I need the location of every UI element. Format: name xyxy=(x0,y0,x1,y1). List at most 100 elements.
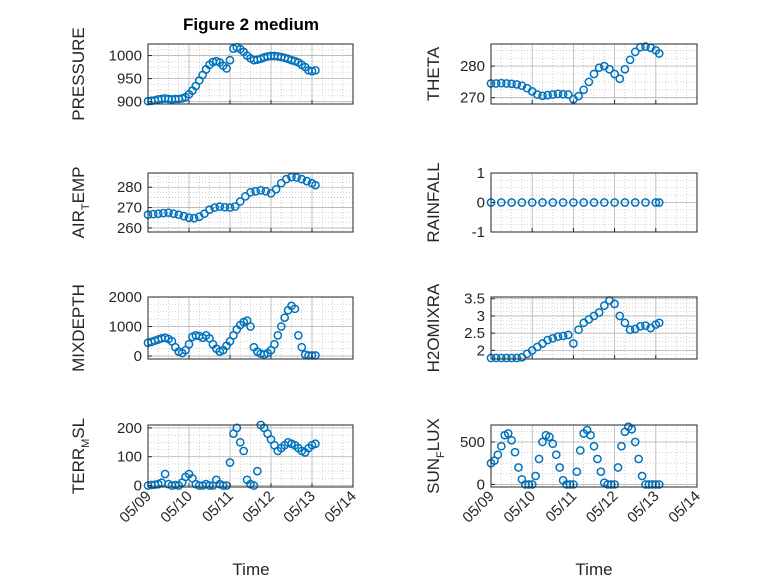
data-point xyxy=(282,174,291,184)
data-point xyxy=(574,91,583,101)
y-tick-label: 200 xyxy=(117,420,142,437)
data-point xyxy=(252,466,262,476)
y-tick-label: 280 xyxy=(117,179,142,196)
data-point xyxy=(543,335,553,345)
x-tick-label: 05/12 xyxy=(239,488,278,527)
data-point xyxy=(545,432,554,442)
data-point xyxy=(491,353,501,363)
y-axis-label: H2OMIXRA xyxy=(424,283,443,372)
data-point xyxy=(293,331,303,340)
data-point xyxy=(517,198,527,207)
data-point xyxy=(610,480,619,489)
data-point xyxy=(641,321,650,330)
data-point xyxy=(215,202,225,211)
data-point xyxy=(232,423,242,433)
data-point xyxy=(491,79,501,88)
data-point xyxy=(620,318,630,328)
data-point xyxy=(548,439,558,449)
axes-box xyxy=(147,424,354,488)
y-tick-label: 0 xyxy=(477,476,485,493)
axes-box xyxy=(147,172,354,233)
data-point xyxy=(636,321,645,331)
data-point xyxy=(276,322,286,331)
y-tick-label: 1 xyxy=(477,165,485,182)
y-tick-label: 2000 xyxy=(109,289,142,306)
figure-title: Figure 2 medium xyxy=(183,15,319,34)
y-tick-label: 0 xyxy=(134,478,142,495)
data-point xyxy=(548,90,558,99)
data-point xyxy=(558,198,568,207)
data-point xyxy=(594,63,604,73)
data-point xyxy=(205,205,214,214)
subplot-sun-flux: 0 500 05/09 05/10 05/11 05/12 05/13 05/14 SUNFLU… xyxy=(424,418,704,526)
data-point xyxy=(270,339,279,349)
data-point xyxy=(615,311,625,321)
data-point xyxy=(596,467,606,477)
axes-box xyxy=(490,296,698,360)
data-point xyxy=(548,333,558,343)
y-tick-label: 100 xyxy=(117,449,142,466)
data-point xyxy=(514,463,523,472)
data-point xyxy=(548,198,558,207)
data-point xyxy=(538,91,547,101)
y-tick-label: 950 xyxy=(117,71,142,88)
data-point xyxy=(507,435,516,445)
axes-box xyxy=(147,296,354,360)
y-axis-label: AIRTEMP xyxy=(69,167,92,239)
data-point xyxy=(605,64,614,74)
x-tick-label: 05/12 xyxy=(583,488,622,527)
data-point xyxy=(246,187,255,197)
data-point xyxy=(311,180,320,190)
data-point xyxy=(575,446,585,455)
y-tick-label: 260 xyxy=(117,220,142,237)
data-point xyxy=(507,198,516,207)
data-point xyxy=(610,299,619,309)
data-point xyxy=(239,446,249,456)
data-point xyxy=(169,209,178,219)
y-tick-label: 1000 xyxy=(109,48,142,65)
data-point xyxy=(503,429,513,438)
data-point xyxy=(235,437,245,447)
data-point xyxy=(222,64,231,73)
subplot-mixdepth: 0 1000 2000 MIXDEPTH xyxy=(69,284,354,372)
data-point xyxy=(164,208,173,218)
data-point xyxy=(261,186,271,196)
data-point xyxy=(538,437,547,447)
data-point xyxy=(225,203,235,212)
data-point xyxy=(572,467,582,477)
data-point xyxy=(496,78,506,88)
data-point xyxy=(651,198,661,207)
data-point xyxy=(512,80,522,89)
data-point xyxy=(637,471,647,481)
x-tick-label: 05/13 xyxy=(624,488,663,527)
data-point xyxy=(630,47,640,57)
data-point xyxy=(584,77,594,87)
data-point xyxy=(551,450,561,460)
y-tick-label: 0 xyxy=(477,195,485,212)
data-point xyxy=(599,301,609,310)
data-point xyxy=(184,213,194,223)
data-point xyxy=(654,198,664,207)
data-point xyxy=(569,480,578,489)
data-point xyxy=(517,81,527,91)
y-tick-label: 3.5 xyxy=(464,291,485,308)
data-point xyxy=(620,198,630,207)
x-tick-label: 05/11 xyxy=(199,488,237,526)
y-axis-label: MIXDEPTH xyxy=(69,284,88,372)
data-point xyxy=(493,450,503,460)
y-axis-label: THETA xyxy=(424,46,443,101)
x-tick-label: 05/11 xyxy=(542,488,580,526)
data-point xyxy=(507,353,516,363)
data-point xyxy=(610,198,619,207)
data-point xyxy=(311,65,320,75)
data-point xyxy=(613,463,623,472)
data-point xyxy=(153,209,163,219)
y-tick-label: 3 xyxy=(477,308,485,325)
data-point xyxy=(654,49,664,58)
data-point xyxy=(579,198,589,207)
data-point xyxy=(654,318,664,328)
subplot-theta: 270 280 THETA xyxy=(424,42,698,107)
